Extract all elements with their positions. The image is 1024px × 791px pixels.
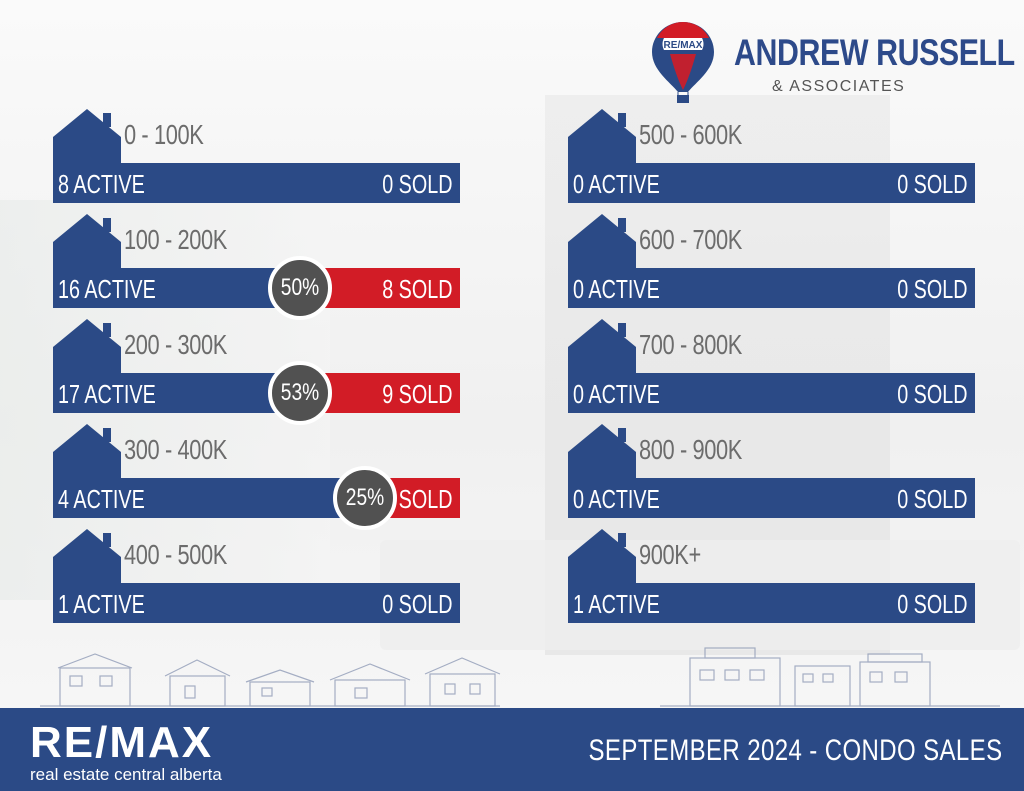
sold-count: 9 SOLD [381, 379, 452, 409]
active-count: 16 ACTIVE [58, 274, 156, 304]
house-icon [568, 214, 636, 272]
house-icon [53, 109, 121, 167]
active-bar [53, 163, 460, 203]
sold-percent: 53% [280, 379, 320, 406]
price-range-row: 900K+ 1 ACTIVE 0 SOLD [568, 527, 975, 627]
active-bar [568, 373, 975, 413]
active-count: 8 ACTIVE [58, 169, 145, 199]
active-count: 0 ACTIVE [573, 169, 660, 199]
sold-count: 0 SOLD [381, 169, 452, 199]
price-range-label: 600 - 700K [639, 224, 742, 255]
price-range-label: 100 - 200K [124, 224, 227, 255]
price-range-row: 400 - 500K 1 ACTIVE 0 SOLD [53, 527, 460, 627]
price-range-row: 300 - 400K 4 ACTIVE 1 SOLD 25% [53, 422, 460, 530]
active-bar [568, 268, 975, 308]
price-range-label: 500 - 600K [639, 119, 742, 150]
price-range-label: 0 - 100K [124, 119, 204, 150]
brand-subtitle: & ASSOCIATES [772, 78, 906, 95]
sold-count: 0 SOLD [896, 379, 967, 409]
sold-count: 0 SOLD [896, 484, 967, 514]
house-icon [568, 529, 636, 587]
active-bar [53, 583, 460, 623]
active-count: 4 ACTIVE [58, 484, 145, 514]
sold-bar [308, 373, 460, 413]
price-range-label: 400 - 500K [124, 539, 227, 570]
house-icon [53, 214, 121, 272]
price-range-row: 200 - 300K 17 ACTIVE 9 SOLD 53% [53, 317, 460, 425]
sold-percent-badge: 53% [268, 361, 332, 425]
active-count: 0 ACTIVE [573, 484, 660, 514]
house-icon [53, 424, 121, 482]
house-icon [568, 424, 636, 482]
active-bar [568, 478, 975, 518]
price-range-row: 100 - 200K 16 ACTIVE 8 SOLD 50% [53, 212, 460, 320]
price-range-row: 800 - 900K 0 ACTIVE 0 SOLD [568, 422, 975, 522]
house-icon [53, 319, 121, 377]
house-icon [53, 529, 121, 587]
active-count: 1 ACTIVE [58, 589, 145, 619]
report-title: SEPTEMBER 2024 - CONDO SALES [588, 734, 1002, 767]
sold-count: 8 SOLD [381, 274, 452, 304]
sold-percent: 50% [280, 274, 320, 301]
brand-name: ANDREW RUSSELL [734, 32, 1015, 73]
balloon-text: RE/MAX [664, 40, 703, 51]
active-count: 0 ACTIVE [573, 274, 660, 304]
active-count: 1 ACTIVE [573, 589, 660, 619]
price-range-label: 700 - 800K [639, 329, 742, 360]
price-range-row: 600 - 700K 0 ACTIVE 0 SOLD [568, 212, 975, 312]
sold-count: 0 SOLD [896, 169, 967, 199]
sold-percent: 25% [345, 484, 385, 511]
price-range-label: 200 - 300K [124, 329, 227, 360]
active-bar [568, 163, 975, 203]
house-icon [568, 109, 636, 167]
remax-logo: RE/MAX [30, 718, 214, 767]
remax-balloon-logo: RE/MAX [652, 22, 714, 103]
sold-count: 0 SOLD [896, 274, 967, 304]
price-range-row: 0 - 100K 8 ACTIVE 0 SOLD [53, 107, 460, 207]
footer-bar: RE/MAX real estate central alberta SEPTE… [0, 708, 1024, 791]
price-range-label: 800 - 900K [639, 434, 742, 465]
active-count: 17 ACTIVE [58, 379, 156, 409]
skyline-illustration [40, 647, 1000, 707]
sold-percent-badge: 50% [268, 256, 332, 320]
price-range-label: 300 - 400K [124, 434, 227, 465]
price-range-label: 900K+ [639, 539, 701, 570]
price-range-row: 700 - 800K 0 ACTIVE 0 SOLD [568, 317, 975, 417]
active-bar [568, 583, 975, 623]
sold-count: 0 SOLD [381, 589, 452, 619]
remax-tagline: real estate central alberta [30, 765, 222, 784]
sold-percent-badge: 25% [333, 466, 397, 530]
active-count: 0 ACTIVE [573, 379, 660, 409]
house-icon [568, 319, 636, 377]
sold-count: 0 SOLD [896, 589, 967, 619]
sold-bar [308, 268, 460, 308]
price-range-row: 500 - 600K 0 ACTIVE 0 SOLD [568, 107, 975, 207]
